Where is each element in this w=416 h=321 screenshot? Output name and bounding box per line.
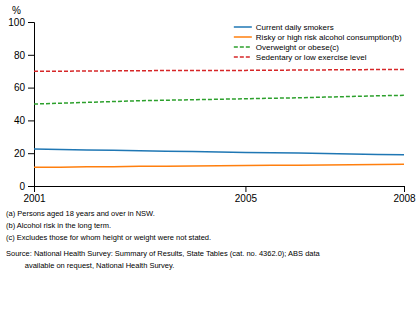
y-tick: 100	[8, 17, 34, 28]
legend-item: Risky or high risk alcohol consumption(b…	[234, 33, 402, 42]
footnote: (c) Excludes those for whom height or we…	[6, 233, 211, 242]
y-tick-label: 0	[19, 181, 25, 192]
legend-label: Overweight or obese(c)	[256, 43, 339, 52]
series-line	[34, 95, 404, 104]
y-tick-mark	[28, 22, 34, 23]
y-tick-mark	[28, 88, 34, 89]
x-tick: 2005	[235, 186, 258, 204]
legend-swatch	[234, 36, 252, 38]
source-line: Source: National Health Survey: Summary …	[6, 249, 321, 258]
x-tick-label: 2005	[235, 193, 258, 204]
x-tick-mark	[245, 186, 246, 192]
x-axis: 2001 2005 2008	[23, 186, 416, 204]
legend-label: Current daily smokers	[256, 23, 334, 32]
series-line	[34, 69, 404, 71]
y-tick-label: 80	[14, 50, 26, 61]
y-tick: 20	[14, 148, 34, 159]
y-tick-label: 60	[14, 82, 26, 93]
legend-swatch	[234, 56, 252, 58]
legend-swatch	[234, 46, 252, 48]
y-tick: 60	[14, 82, 34, 93]
footnote: (a) Persons aged 18 years and over in NS…	[6, 209, 155, 218]
y-tick-label: 100	[8, 17, 25, 28]
y-label: %	[12, 5, 21, 16]
x-tick: 2001	[23, 186, 46, 204]
legend-item: Sedentary or low exercise level	[234, 53, 367, 62]
y-tick-mark	[28, 120, 34, 121]
footnotes: (a) Persons aged 18 years and over in NS…	[6, 209, 321, 270]
legend-label: Sedentary or low exercise level	[256, 53, 367, 62]
x-axis-line	[35, 187, 405, 193]
y-tick-mark	[28, 186, 34, 187]
legend: Current daily smokersRisky or high risk …	[234, 23, 402, 62]
y-axis: 0 20 40 60 80 100	[8, 17, 34, 192]
y-tick: 40	[14, 115, 34, 126]
legend-label: Risky or high risk alcohol consumption(b…	[256, 33, 402, 42]
y-tick: 80	[14, 50, 34, 61]
x-tick: 2008	[393, 186, 416, 204]
source-line: available on request, National Health Su…	[6, 261, 174, 270]
y-tick-mark	[28, 55, 34, 56]
lines	[34, 69, 404, 167]
x-tick-label: 2008	[393, 193, 416, 204]
legend-item: Overweight or obese(c)	[234, 43, 339, 52]
x-tick-label: 2001	[23, 193, 46, 204]
legend-swatch	[234, 26, 252, 28]
series-line	[34, 149, 404, 155]
series-line	[34, 164, 404, 167]
chart: 2001 2005 2008 0 20 40 60 80 100% Current daily s…	[0, 0, 416, 321]
y-tick: 0	[19, 181, 34, 192]
y-tick-label: 40	[14, 115, 26, 126]
legend-item: Current daily smokers	[234, 23, 334, 32]
y-tick-mark	[28, 153, 34, 154]
y-axis-line	[28, 23, 35, 187]
y-tick-label: 20	[14, 148, 26, 159]
footnote: (b) Alcohol risk in the long term.	[6, 221, 111, 230]
x-tick-mark	[404, 186, 405, 192]
